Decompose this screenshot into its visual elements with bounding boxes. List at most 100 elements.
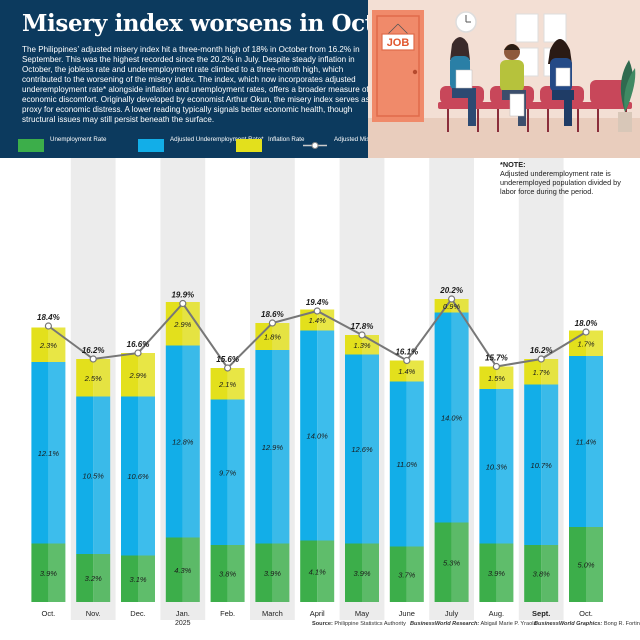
bar-segment-unemployment xyxy=(76,554,94,602)
data-label-unemployment: 5.0% xyxy=(577,561,594,570)
data-label-unemployment: 4.1% xyxy=(309,567,326,576)
misery-index-label: 15.7% xyxy=(485,354,508,363)
research-credit: BusinessWorld Research: Abigail Marie P.… xyxy=(410,621,537,627)
data-label-unemployment: 4.3% xyxy=(174,566,191,575)
bar-segment-inflation xyxy=(389,360,407,382)
data-label-unemployment: 3.9% xyxy=(40,569,57,578)
bar-segment-unemployment-shade xyxy=(138,555,155,602)
bar-segment-inflation xyxy=(569,330,586,356)
bar-segment-inflation xyxy=(345,335,362,355)
bar-segment-unemployment-shade xyxy=(541,545,559,602)
waiting-room-illustration: JOB xyxy=(368,0,640,160)
misery-index-point xyxy=(448,295,456,303)
x-tick-label: Jan. xyxy=(176,609,190,618)
graphics-label: BusinessWorld Graphics: xyxy=(534,621,603,627)
bar-segment-inflation-shade xyxy=(272,323,290,350)
bar-segment-underemployment-shade xyxy=(272,350,290,544)
bar-segment-underemployment xyxy=(76,396,94,554)
bar-segment-unemployment xyxy=(479,543,497,602)
plant-icon xyxy=(618,60,636,132)
research-text: Abigail Marie P. Yraola xyxy=(480,621,537,627)
x-tick-label: Oct. xyxy=(42,609,56,618)
x-tick-label: March xyxy=(262,609,283,618)
bar-segment-unemployment xyxy=(524,545,542,602)
misery-index-label: 16.1% xyxy=(395,348,418,357)
bar-segment-underemployment-shade xyxy=(317,330,335,541)
data-label-inflation: 1.7% xyxy=(577,339,594,348)
bar-segment-inflation-shade xyxy=(362,335,379,355)
value-labels: 3.9% 12.1% 2.3% 18.4% 3.2% 10.5% 2.5% 16.2% 3.1%… xyxy=(37,286,597,584)
data-label-unemployment: 3.8% xyxy=(219,570,236,579)
misery-index-point xyxy=(537,355,545,363)
bar-segment-inflation-shade xyxy=(93,359,111,397)
source-credit: Source: Philippine Statistics Authority xyxy=(312,621,406,627)
data-label-unemployment: 3.1% xyxy=(129,575,146,584)
misery-index-label: 17.8% xyxy=(351,322,374,331)
bar-segment-inflation xyxy=(76,359,94,397)
x-tick-sublabel: 2025 xyxy=(175,620,191,627)
misery-index-label: 19.4% xyxy=(306,298,329,307)
legend-swatch-underemployment xyxy=(138,139,164,152)
misery-index-label: 18.6% xyxy=(261,310,284,319)
note-heading: *NOTE: xyxy=(500,160,526,169)
data-label-underemployment: 14.0% xyxy=(307,432,329,441)
misery-index-point xyxy=(268,319,276,327)
data-label-underemployment: 12.1% xyxy=(38,449,60,458)
data-label-inflation: 1.4% xyxy=(398,367,415,376)
bar-segment-unemployment-shade xyxy=(362,543,379,602)
chart-area: 3.9% 12.1% 2.3% 18.4% 3.2% 10.5% 2.5% 16.2% 3.1%… xyxy=(0,158,640,640)
data-label-unemployment: 3.2% xyxy=(85,574,102,583)
data-label-inflation: 1.7% xyxy=(533,368,550,377)
chart-svg: 3.9% 12.1% 2.3% 18.4% 3.2% 10.5% 2.5% 16.2% 3.1%… xyxy=(31,158,603,627)
x-tick-label: Aug. xyxy=(489,609,504,618)
bar-segment-unemployment-shade xyxy=(272,543,290,602)
bar-segment-underemployment xyxy=(569,356,586,527)
note-text: Adjusted underemployment rate is underem… xyxy=(500,169,621,196)
bar-segment-unemployment-shade xyxy=(451,522,469,602)
x-tick-label: July xyxy=(445,609,459,618)
bar-segment-unemployment xyxy=(300,540,318,602)
data-label-underemployment: 9.7% xyxy=(219,468,236,477)
misery-index-point xyxy=(179,299,187,308)
bars xyxy=(31,299,603,602)
data-label-underemployment: 10.7% xyxy=(531,461,553,470)
bar-segment-inflation-shade xyxy=(496,366,514,389)
legend-label-misery: Adjusted Misery Index xyxy=(334,136,395,143)
bar-segment-underemployment xyxy=(31,362,49,544)
data-label-inflation: 2.3% xyxy=(39,341,57,350)
data-label-unemployment: 3.9% xyxy=(488,569,505,578)
bar-segment-unemployment xyxy=(389,546,407,602)
misery-index-point xyxy=(224,364,232,372)
misery-index-point xyxy=(134,349,142,357)
bar-segment-inflation xyxy=(121,353,138,397)
bar-segment-underemployment xyxy=(300,330,318,541)
bar-segment-unemployment-shade xyxy=(586,527,603,602)
data-label-inflation: 2.5% xyxy=(84,374,102,383)
bar-segment-inflation xyxy=(524,359,542,385)
x-tick-label: Dec. xyxy=(130,609,145,618)
note-box: *NOTE: Adjusted underemployment rate is … xyxy=(500,160,632,196)
data-label-unemployment: 3.8% xyxy=(533,570,550,579)
bar-segment-underemployment xyxy=(121,396,138,556)
bar-segment-underemployment-shade xyxy=(362,354,379,544)
bar-segment-unemployment xyxy=(210,545,228,602)
bar-segment-inflation-shade xyxy=(541,359,559,385)
data-label-inflation: 1.3% xyxy=(353,341,370,350)
bar-segment-inflation xyxy=(434,299,452,313)
x-axis: Oct. Nov. Dec. Jan. 2025 Feb. March April May Jun… xyxy=(42,609,593,627)
bar-segment-inflation xyxy=(479,366,497,389)
bar-segment-inflation-shade xyxy=(138,353,155,397)
x-tick-label: Oct. xyxy=(579,609,593,618)
page-title: Misery index worsens in October xyxy=(22,10,432,37)
data-label-inflation: 2.9% xyxy=(173,320,191,329)
bar-segment-inflation xyxy=(165,302,183,346)
bar-segment-unemployment xyxy=(31,543,49,602)
legend-swatch-inflation xyxy=(236,139,262,152)
misery-index-label: 18.0% xyxy=(575,319,598,328)
bar-segment-unemployment xyxy=(121,555,138,602)
misery-index-label: 16.6% xyxy=(127,340,150,349)
bar-segment-unemployment xyxy=(165,537,183,602)
legend-label-underemployment: Adjusted Underemployment Rate* xyxy=(170,136,264,143)
misery-index-point xyxy=(403,356,411,365)
